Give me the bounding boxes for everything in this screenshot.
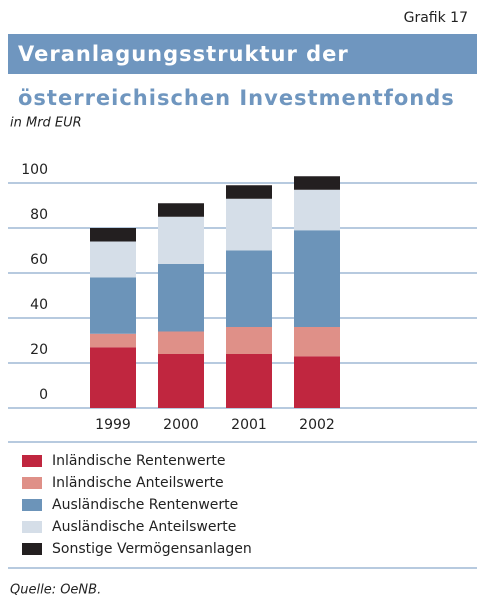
bar-segment xyxy=(158,264,204,332)
legend-swatch xyxy=(22,477,42,489)
chart-title: österreichischen Investmentfonds xyxy=(18,86,455,110)
legend-label: Ausländische Rentenwerte xyxy=(52,497,238,513)
bar-segment xyxy=(294,176,340,190)
bar-segment xyxy=(90,241,136,278)
x-tick-label: 2001 xyxy=(231,417,267,433)
x-tick-label: 2000 xyxy=(163,417,199,433)
bar-segment xyxy=(90,277,136,334)
x-tick-label: 2002 xyxy=(299,417,335,433)
figure-label: Grafik 17 xyxy=(404,10,468,26)
y-tick-label: 40 xyxy=(30,297,48,313)
y-tick-label: 0 xyxy=(39,387,48,403)
bar-segment xyxy=(294,230,340,327)
x-tick-label: 1999 xyxy=(95,417,131,433)
subtitle: in Mrd EUR xyxy=(10,116,82,131)
bar-segment xyxy=(226,250,272,327)
bar-segment xyxy=(294,356,340,408)
title-bar xyxy=(8,34,477,74)
bar-segment xyxy=(294,327,340,357)
legend-label: Ausländische Anteilswerte xyxy=(52,519,236,535)
legend-swatch xyxy=(22,543,42,555)
bar-segment xyxy=(226,185,272,199)
bar-segment xyxy=(294,189,340,231)
bar-segment xyxy=(158,216,204,264)
legend-label: Inländische Rentenwerte xyxy=(52,453,226,469)
y-tick-label: 20 xyxy=(30,342,48,358)
bar-segment xyxy=(226,354,272,408)
y-tick-label: 100 xyxy=(21,162,48,178)
bar-segment xyxy=(158,203,204,217)
legend-swatch xyxy=(22,521,42,533)
bar-segment xyxy=(90,228,136,242)
bar-segment xyxy=(226,198,272,251)
bar-segment xyxy=(90,333,136,348)
source: Quelle: OeNB. xyxy=(10,583,101,598)
legend-swatch xyxy=(22,499,42,511)
y-tick-label: 60 xyxy=(30,252,48,268)
chart-title: Veranlagungsstruktur der xyxy=(18,42,349,66)
legend-label: Inländische Anteilswerte xyxy=(52,475,224,491)
bar-segment xyxy=(158,331,204,354)
legend-swatch xyxy=(22,455,42,467)
bar-segment xyxy=(226,327,272,354)
bar-segment xyxy=(90,347,136,408)
legend-label: Sonstige Vermögensanlagen xyxy=(52,541,252,557)
bar-segment xyxy=(158,354,204,408)
y-tick-label: 80 xyxy=(30,207,48,223)
